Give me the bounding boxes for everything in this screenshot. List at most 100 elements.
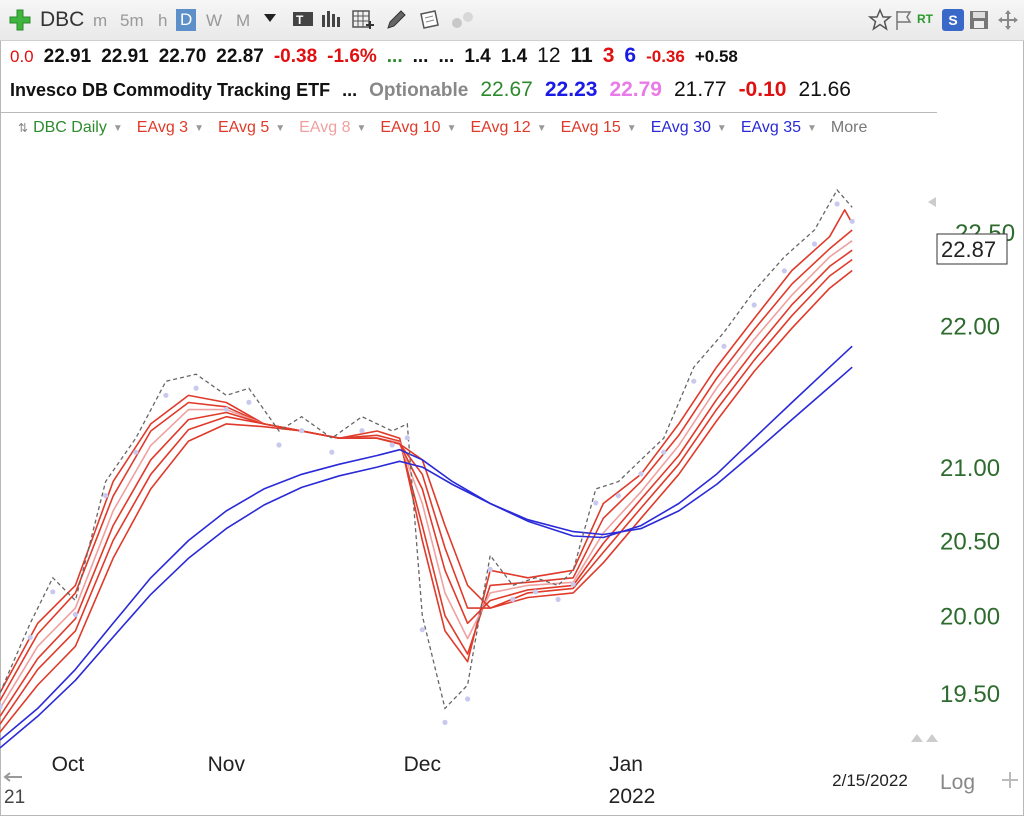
price-dot <box>510 596 516 602</box>
period-hour[interactable]: h <box>158 11 168 30</box>
price-chart[interactable]: 22.0021.0020.5020.0019.5022.5022.87OctNo… <box>0 150 1024 816</box>
y-tick-label: 20.50 <box>940 529 1000 556</box>
quote-field-12: 12 <box>537 44 561 67</box>
legend-label: EAvg 30 <box>650 119 711 136</box>
series-line-eavg-10 <box>0 249 853 717</box>
price-dot <box>50 589 56 595</box>
star-icon[interactable] <box>868 8 892 32</box>
indicator-legend: ⇅ DBC Daily ▼ EAvg 3 ▼ EAvg 5 ▼ EAvg 8 ▼ EAvg 10 ▼… <box>18 119 881 137</box>
price-dot <box>532 589 539 595</box>
price-dot <box>834 201 840 207</box>
reorder-icon[interactable]: ⇅ <box>18 121 29 135</box>
chevron-down-icon[interactable]: ▼ <box>626 122 637 134</box>
toolbar: DBC m 5m h D W M T RT S <box>0 0 1024 41</box>
last-price-box <box>936 233 1008 265</box>
realtime-badge[interactable]: RT <box>917 12 933 26</box>
legend-item-eavg-12[interactable]: EAvg 12 ▼ <box>470 119 546 137</box>
price-dot <box>811 241 818 247</box>
quote-field-4: 22.87 <box>216 46 264 67</box>
move-icon[interactable] <box>996 8 1020 32</box>
x-tick-label: Nov <box>208 753 246 776</box>
price-dot <box>465 696 471 702</box>
chevron-down-icon[interactable]: ▼ <box>446 122 457 134</box>
legend-item-eavg-8[interactable]: EAvg 8 ▼ <box>299 119 366 137</box>
legend-label: EAvg 12 <box>470 119 531 136</box>
period-monthly[interactable]: M <box>236 11 251 30</box>
legend-item-eavg-35[interactable]: EAvg 35 ▼ <box>741 119 817 137</box>
y-tick-label: 19.50 <box>940 681 1000 708</box>
log-scale-toggle[interactable]: Log <box>940 771 975 794</box>
price-dot <box>781 268 787 274</box>
note-icon[interactable] <box>418 9 442 31</box>
x-tick-label: Dec <box>404 753 441 776</box>
price-dot <box>223 406 229 412</box>
legend-label: More <box>830 119 868 136</box>
last-price-label: 22.87 <box>941 237 996 262</box>
legend-label: EAvg 15 <box>560 119 621 136</box>
link-icon[interactable] <box>450 9 476 31</box>
flag-icon[interactable] <box>893 8 915 32</box>
period-minute[interactable]: m <box>93 11 108 30</box>
period-weekly[interactable]: W <box>206 11 223 30</box>
legend-label: EAvg 35 <box>740 119 802 136</box>
quote-field-8: ... <box>412 46 429 67</box>
legend-label: EAvg 3 <box>136 119 189 136</box>
legend-item-dbc-daily[interactable]: ⇅ DBC Daily ▼ <box>18 119 123 137</box>
price-dot <box>0 704 3 710</box>
quote-field-5: -0.38 <box>273 46 318 67</box>
legend-item-eavg-30[interactable]: EAvg 30 ▼ <box>651 119 727 137</box>
quote-field-6: -1.6% <box>327 46 377 67</box>
series-line-eavg-35 <box>0 366 853 749</box>
left-stub-label: 21 <box>4 787 25 808</box>
share-badge[interactable]: S <box>942 9 964 31</box>
legend-item-eavg-5[interactable]: EAvg 5 ▼ <box>218 119 285 137</box>
quote-field-14: 3 <box>602 44 615 67</box>
price-dot <box>419 627 425 633</box>
legend-label: EAvg 8 <box>299 119 351 136</box>
save-icon[interactable] <box>968 8 990 32</box>
description-field-4: 22.23 <box>544 78 598 101</box>
price-dot <box>329 449 335 455</box>
description-field-1: ... <box>342 80 358 100</box>
symbol-input[interactable]: DBC <box>40 8 85 31</box>
date-label: 2/15/2022 <box>832 771 908 790</box>
price-dot <box>661 449 667 455</box>
year-label: 2022 <box>609 785 656 808</box>
quote-field-9: ... <box>438 46 455 67</box>
grid-add-icon[interactable] <box>352 9 376 31</box>
quote-field-0: 0.0 <box>10 47 34 66</box>
quote-field-10: 1.4 <box>464 46 491 67</box>
x-tick-label: Oct <box>52 753 85 776</box>
chevron-down-icon[interactable]: ▼ <box>807 122 817 134</box>
price-dot <box>133 449 139 455</box>
draw-pencil-icon[interactable] <box>385 9 407 31</box>
chevron-down-icon[interactable]: ▼ <box>356 122 367 134</box>
period-daily[interactable]: D <box>176 9 197 31</box>
quote-field-1: 22.91 <box>43 46 92 67</box>
series-line-eavg-15 <box>0 269 853 733</box>
price-dot <box>246 399 252 405</box>
chevron-down-icon[interactable]: ▼ <box>194 122 204 134</box>
legend-item-eavg-15[interactable]: EAvg 15 ▼ <box>561 119 637 137</box>
legend-item-more[interactable]: More <box>831 119 867 137</box>
chevron-down-icon[interactable]: ▼ <box>275 122 286 134</box>
price-dot <box>299 428 305 434</box>
scroll-arrows-icon <box>911 734 938 742</box>
text-tool-icon[interactable]: T <box>292 9 314 29</box>
svg-text:T: T <box>296 13 304 27</box>
chevron-down-icon[interactable]: ▼ <box>716 122 727 134</box>
legend-item-eavg-3[interactable]: EAvg 3 ▼ <box>137 119 204 137</box>
price-dot <box>691 378 697 384</box>
chevron-down-icon[interactable]: ▼ <box>536 122 547 134</box>
add-symbol-icon[interactable] <box>8 8 32 32</box>
description-row: Invesco DB Commodity Tracking ETF... Opti… <box>10 78 863 106</box>
period-5min[interactable]: 5m <box>120 11 144 30</box>
description-field-0: Invesco DB Commodity Tracking ETF <box>10 80 331 100</box>
y-tick-label: 21.00 <box>940 455 1000 482</box>
quote-field-13: 11 <box>570 44 593 67</box>
bar-chart-icon[interactable] <box>320 9 342 29</box>
period-dropdown-icon[interactable] <box>264 14 276 22</box>
legend-item-eavg-10[interactable]: EAvg 10 ▼ <box>380 119 456 137</box>
series-line-eavg-12 <box>0 258 853 725</box>
chevron-down-icon[interactable]: ▼ <box>112 122 123 134</box>
